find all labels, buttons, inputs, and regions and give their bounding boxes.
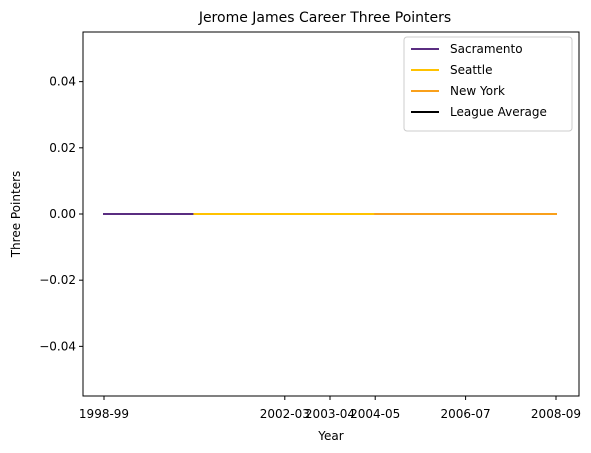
y-axis-label: Three Pointers (9, 171, 23, 259)
x-tick-label: 2003-04 (305, 407, 355, 421)
legend-label: Sacramento (450, 42, 523, 56)
y-tick-label: 0.00 (49, 207, 76, 221)
x-tick-label: 2006-07 (441, 407, 491, 421)
x-axis-label: Year (317, 429, 343, 443)
x-tick-label: 2008-09 (531, 407, 581, 421)
legend-label: League Average (450, 105, 547, 119)
y-tick-label: −0.04 (39, 339, 76, 353)
x-tick-label: 2002-03 (260, 407, 310, 421)
x-tick-label: 2004-05 (350, 407, 400, 421)
y-tick-label: 0.02 (49, 141, 76, 155)
y-tick-label: −0.02 (39, 273, 76, 287)
legend-box (403, 36, 573, 132)
legend-label: New York (450, 84, 505, 98)
legend-label: Seattle (450, 63, 492, 77)
legend: Sacramento Seattle New York League Average (403, 36, 573, 132)
x-tick-label: 1998-99 (79, 407, 129, 421)
chart-title: Jerome James Career Three Pointers (198, 10, 451, 26)
y-axis: −0.04 −0.02 0.00 0.02 0.04 (39, 75, 83, 353)
y-tick-label: 0.04 (49, 75, 76, 89)
